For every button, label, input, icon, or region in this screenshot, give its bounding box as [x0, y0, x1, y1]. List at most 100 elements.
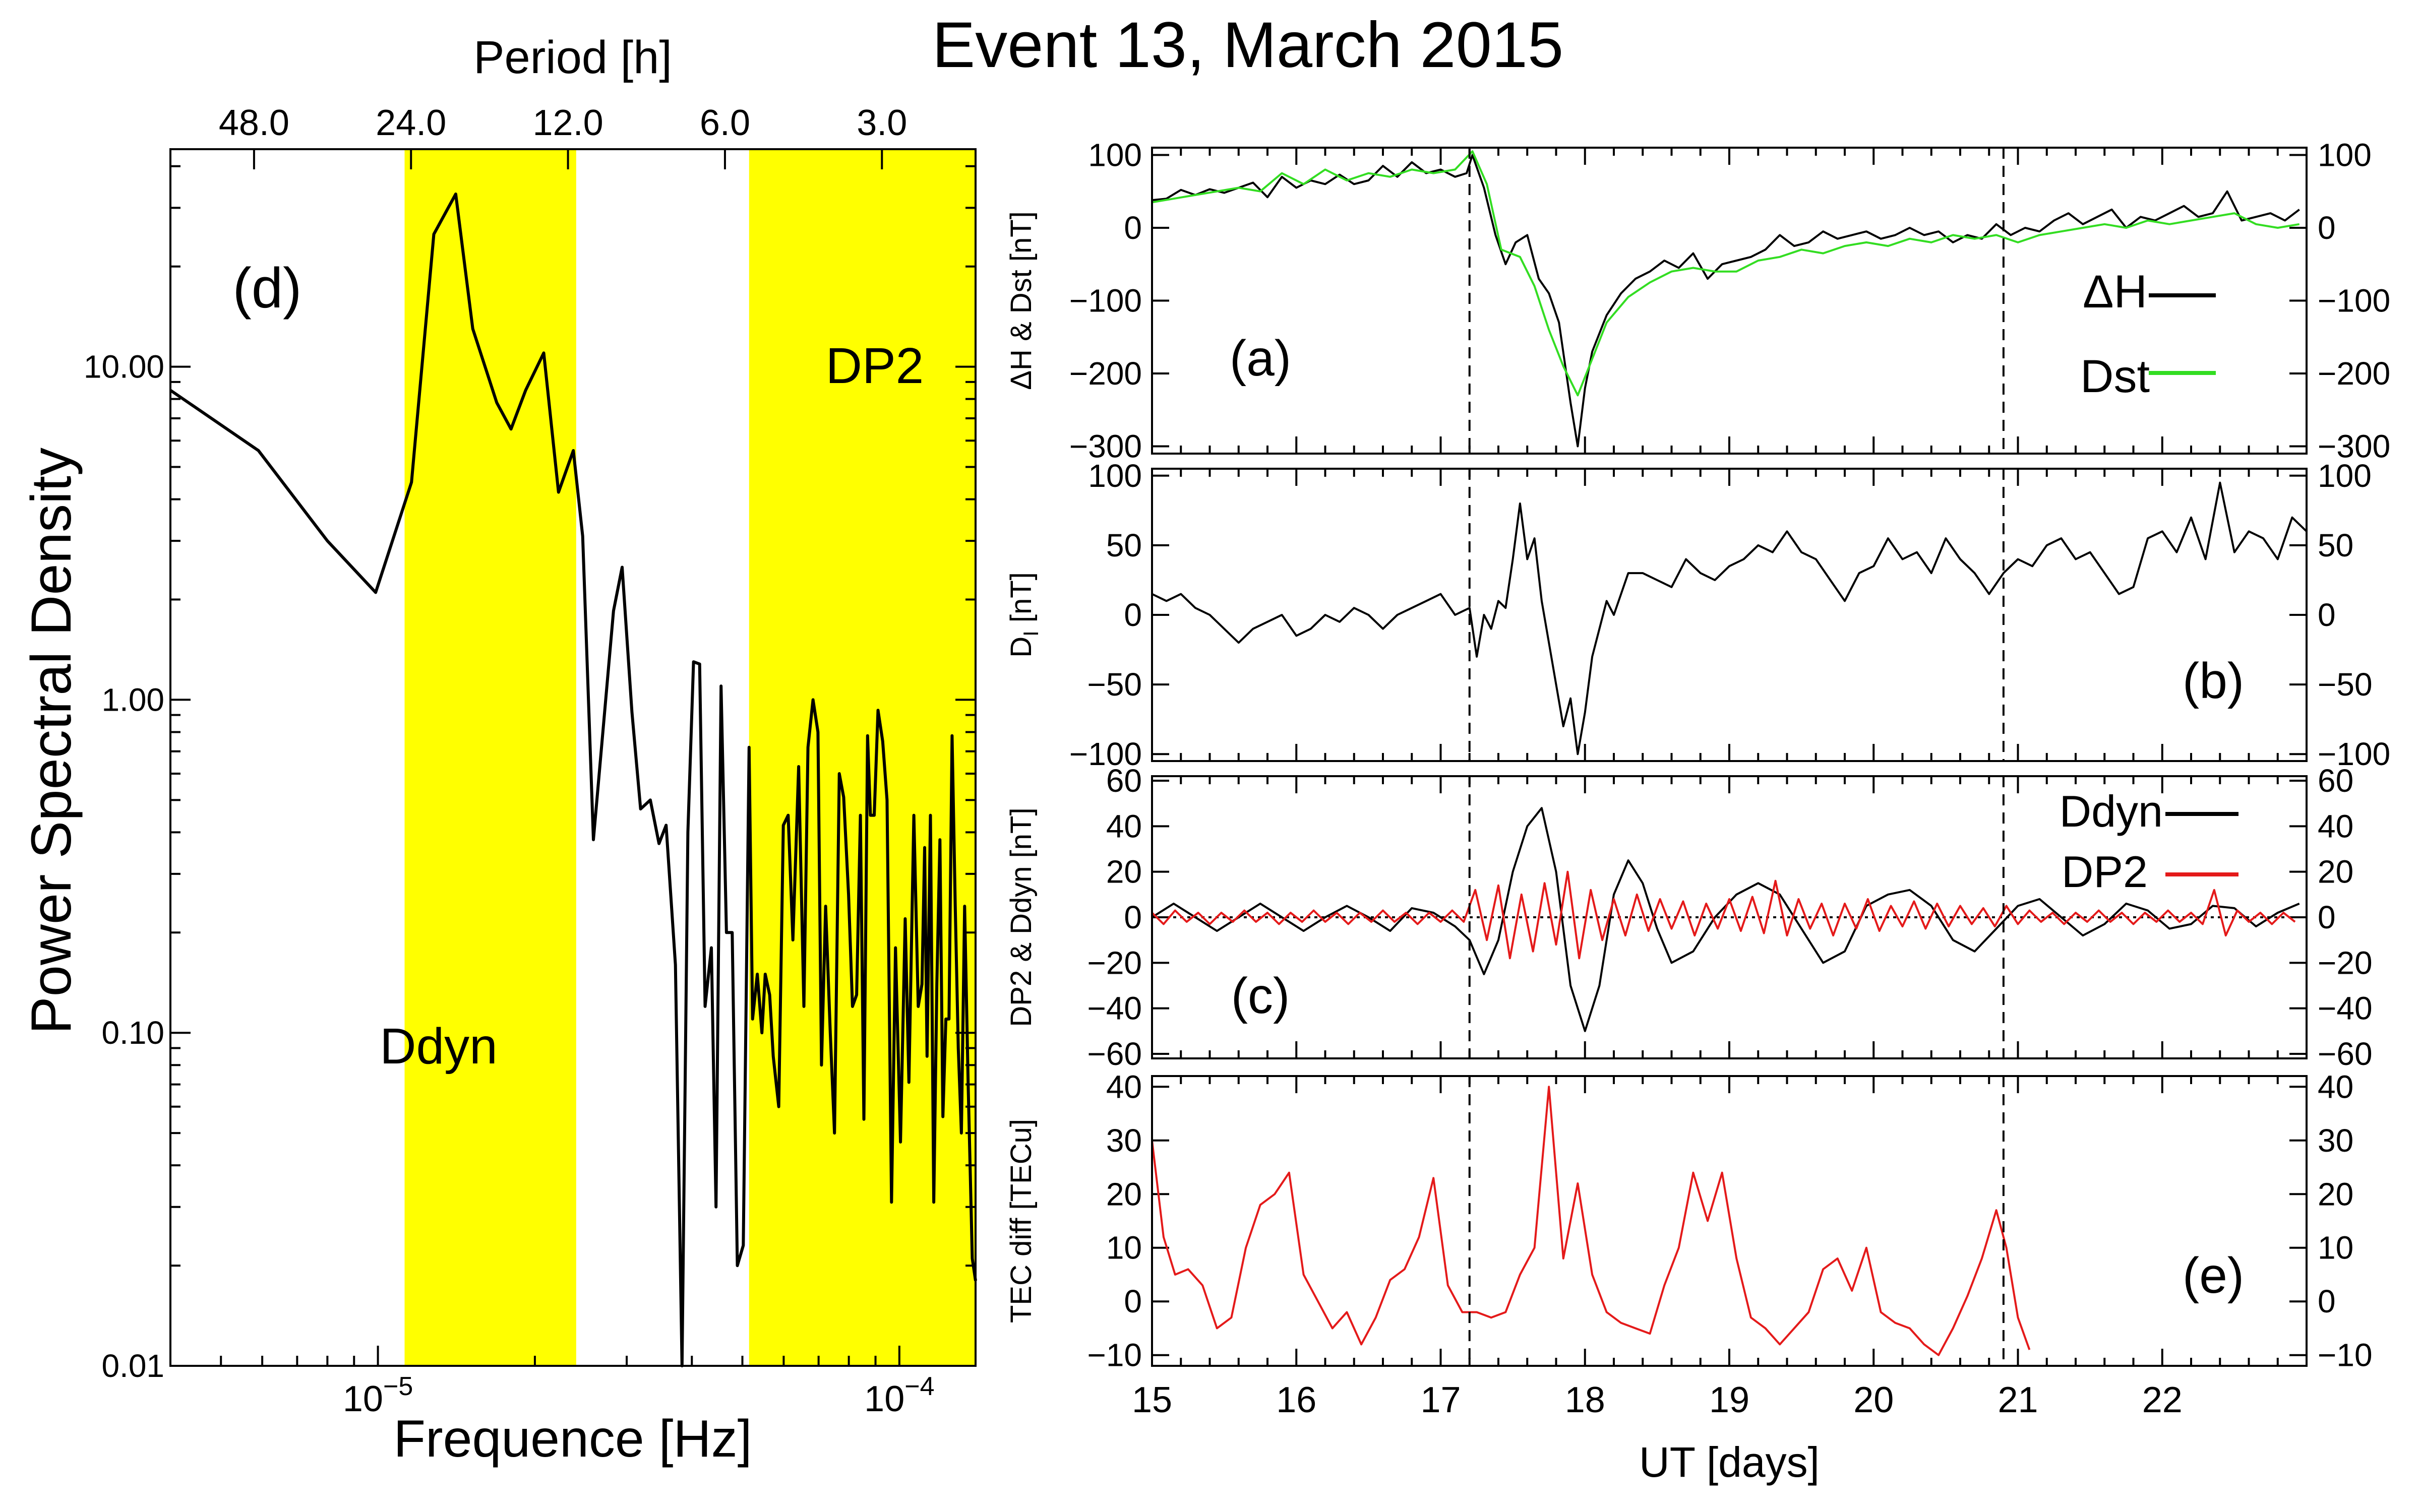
y-tick-label-left: 20: [1106, 854, 1142, 890]
y-tick-label: 0.01: [101, 1348, 164, 1384]
band-dp2: [749, 149, 976, 1366]
legend-label-dp2: DP2: [2062, 847, 2148, 897]
y-tick-label-right: −100: [2318, 736, 2390, 772]
period-tick-label: 6.0: [700, 103, 750, 143]
band-label-dp2: DP2: [826, 338, 924, 394]
panel-label: (e): [2183, 1247, 2244, 1304]
y-tick-label-left: 40: [1106, 1068, 1142, 1105]
y-tick-label-right: −300: [2318, 428, 2390, 465]
band-label-ddyn: Ddyn: [380, 1018, 497, 1075]
plot-frame: [1151, 147, 2308, 455]
y-tick-label-left: −40: [1087, 990, 1142, 1027]
x-tick-label: 15: [1132, 1380, 1172, 1420]
panel-label: (b): [2183, 653, 2244, 709]
y-tick-label-right: 100: [2318, 137, 2372, 173]
y-tick-label-left: 10: [1106, 1230, 1142, 1266]
y-tick-label-left: −100: [1069, 283, 1142, 319]
x-axis-label: UT [days]: [1639, 1438, 1820, 1486]
y-tick-label-left: −50: [1087, 666, 1142, 703]
y-tick-label-right: −40: [2318, 990, 2373, 1027]
y-tick-label-left: 0: [1124, 1283, 1142, 1319]
panel-label: (d): [233, 257, 302, 320]
plot-frame: [1151, 468, 2308, 762]
y-tick-label-left: −10: [1087, 1337, 1142, 1373]
y-tick-label-right: 0: [2318, 1283, 2336, 1319]
panel-label: (a): [1230, 330, 1291, 387]
y-tick-label: 1.00: [101, 681, 164, 718]
legend-label-ddyn: Ddyn: [2060, 786, 2163, 836]
y-tick-label-left: 0: [1124, 899, 1142, 935]
series-line-dp2: [1151, 870, 2296, 960]
x-tick-label: 17: [1420, 1380, 1461, 1420]
panel-e-tec-diff: 40 40 30 30 20 20 10 10 0 0 −10 −10 (e) TEC diff [TEC…: [1005, 1068, 2373, 1486]
plot-frame: [169, 148, 977, 1367]
y-tick-label-right: 30: [2318, 1122, 2353, 1159]
y-tick-label-left: 20: [1106, 1176, 1142, 1212]
series-line--h: [1152, 154, 2300, 448]
y-tick-label-right: 60: [2318, 763, 2353, 799]
series-line-dst: [1152, 150, 2300, 397]
y-tick-label-left: 30: [1106, 1122, 1142, 1159]
y-tick-label-left: 60: [1106, 763, 1142, 799]
y-tick-label-right: −20: [2318, 944, 2373, 981]
legend-label-delta-h: ΔH: [2083, 266, 2147, 318]
plot-frame: [1151, 775, 2308, 1059]
y-tick-label-right: 20: [2318, 854, 2353, 890]
y-tick-label-right: 40: [2318, 1068, 2353, 1105]
y-tick-label-left: −300: [1069, 428, 1142, 465]
x-tick-label: 22: [2142, 1380, 2183, 1420]
y-tick-label-left: 0: [1124, 210, 1142, 246]
y-tick-label-right: −100: [2318, 283, 2390, 319]
y-tick-label-right: −50: [2318, 666, 2373, 703]
y-tick-label-right: −200: [2318, 355, 2390, 392]
y-tick-label-right: 40: [2318, 808, 2353, 844]
y-tick-label-right: 10: [2318, 1230, 2353, 1266]
psd-line: [169, 193, 977, 1367]
x-tick-label: 21: [1998, 1380, 2038, 1420]
x-tick-label: 16: [1276, 1380, 1316, 1420]
y-tick-label: 0.10: [101, 1015, 164, 1051]
panel-c-dp2-ddyn: 60 60 40 40 20 20 0 0 −20 −20 −40 −40 −60 −60 (c) DP2 &…: [1005, 763, 2373, 1072]
x-tick-label: 19: [1709, 1380, 1749, 1420]
y-tick-label-right: 20: [2318, 1176, 2353, 1212]
x-tick-label: 10−5: [343, 1372, 413, 1419]
y-axis-label: TEC diff [TECu]: [1005, 1119, 1038, 1323]
y-axis-label: DP2 & Ddyn [nT]: [1005, 807, 1038, 1027]
y-tick-label: 10.00: [84, 349, 164, 385]
y-axis-label: DI [nT]: [1005, 572, 1043, 658]
period-tick-label: 48.0: [219, 103, 289, 143]
y-tick-label-right: 0: [2318, 899, 2336, 935]
legend-label-dst: Dst: [2080, 351, 2150, 402]
series-line-tec-diff: [1151, 1086, 2031, 1356]
y-tick-label-left: −20: [1087, 944, 1142, 981]
panel-a-delta-h-dst: 100 100 0 0 −100 −100 −200 −200 −300 −300 (a) ΔH & …: [1005, 137, 2390, 464]
y-tick-label-left: 100: [1088, 458, 1142, 494]
y-tick-label-left: 0: [1124, 597, 1142, 633]
period-tick-label: 3.0: [857, 103, 907, 143]
panel-label: (c): [1231, 968, 1290, 1024]
x-axis-label: Frequence [Hz]: [394, 1410, 752, 1468]
y-tick-label-left: −100: [1069, 736, 1142, 772]
y-axis-label: ΔH & Dst [nT]: [1005, 211, 1038, 390]
y-tick-label-left: 100: [1088, 137, 1142, 173]
y-tick-label-left: 50: [1106, 527, 1142, 563]
plot-frame: [1151, 1075, 2308, 1367]
panel-d-spectrum: 48.0 24.0 12.0 6.0 3.0 0.01 0.10 1.00 10.00 10−5 1…: [20, 32, 977, 1468]
y-tick-label-right: 0: [2318, 210, 2336, 246]
y-tick-label-right: −10: [2318, 1337, 2373, 1373]
top-axis-label: Period [h]: [473, 32, 672, 83]
band-ddyn: [404, 149, 576, 1366]
series-line-di: [1152, 481, 2308, 755]
panel-b-di: 100 100 50 50 0 0 −50 −50 −100 −100 (b) DI [nT]: [1005, 458, 2390, 772]
y-tick-label-left: −60: [1087, 1036, 1142, 1072]
period-tick-label: 24.0: [376, 103, 446, 143]
period-tick-label: 12.0: [533, 103, 603, 143]
y-tick-label-right: 50: [2318, 527, 2353, 563]
y-tick-label-right: 100: [2318, 458, 2372, 494]
y-axis-label: Power Spectral Density: [20, 448, 83, 1034]
figure-title: Event 13, March 2015: [932, 9, 1563, 81]
x-tick-label: 18: [1565, 1380, 1605, 1420]
y-tick-label-right: −60: [2318, 1036, 2373, 1072]
y-tick-label-left: 40: [1106, 808, 1142, 844]
